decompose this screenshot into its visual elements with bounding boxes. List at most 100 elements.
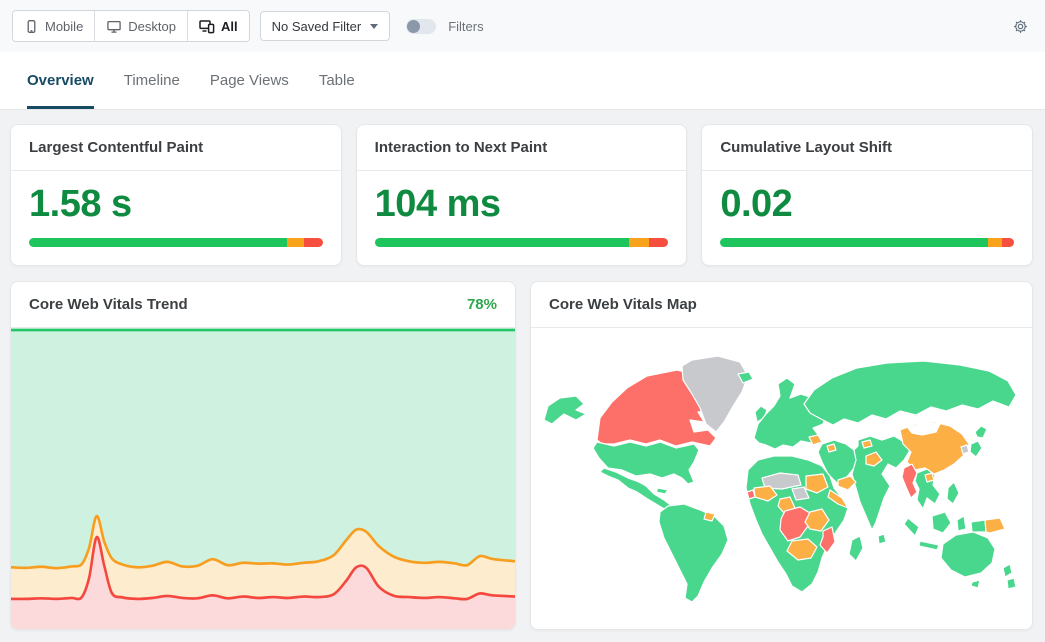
- device-mobile-label: Mobile: [45, 18, 84, 34]
- map-region-myanmar[interactable]: [900, 463, 918, 499]
- map-region-india[interactable]: [850, 435, 911, 531]
- trend-pass-rate: 78%: [466, 295, 497, 313]
- device-all-button[interactable]: All: [188, 11, 249, 41]
- map-region-canada[interactable]: [595, 369, 717, 447]
- bar-good-segment: [29, 237, 287, 247]
- tab-overview[interactable]: Overview: [27, 52, 94, 109]
- device-all-label: All: [221, 18, 238, 34]
- map-region-afghanistan[interactable]: [864, 451, 883, 467]
- map-region-sulawesi[interactable]: [955, 515, 967, 532]
- map-region-zambia-tanzania[interactable]: [803, 508, 830, 532]
- map-region-laos[interactable]: [923, 472, 935, 483]
- trend-stacked-area-chart[interactable]: [11, 327, 515, 629]
- saved-filter-dropdown[interactable]: No Saved Filter: [259, 11, 391, 41]
- map-region-somalia[interactable]: [826, 489, 849, 509]
- map-region-french-guiana[interactable]: [702, 511, 716, 522]
- metric-card-title: Cumulative Layout Shift: [702, 125, 1033, 171]
- tab-timeline[interactable]: Timeline: [124, 52, 180, 109]
- map-region-new-zealand[interactable]: [1005, 577, 1017, 590]
- metric-cards-row: Largest Contentful Paint 1.58 s Interact…: [10, 124, 1034, 266]
- map-region-russia[interactable]: [802, 360, 1017, 426]
- map-region-papua-new-guinea[interactable]: [983, 517, 1006, 534]
- settings-button[interactable]: [1008, 14, 1033, 39]
- map-region-alaska[interactable]: [542, 395, 587, 425]
- map-region-tasmania[interactable]: [969, 579, 981, 589]
- settings-gear-icon: [1012, 18, 1029, 35]
- metric-card: Interaction to Next Paint 104 ms: [355, 124, 688, 266]
- bar-poor-segment: [304, 237, 323, 247]
- device-mobile-button[interactable]: Mobile: [13, 11, 96, 41]
- charts-row: Core Web Vitals Trend 78% Core Web Vital…: [10, 280, 1033, 630]
- map-region-mozambique[interactable]: [818, 526, 836, 554]
- map-region-sumatra[interactable]: [902, 517, 920, 537]
- top-toolbar: Mobile Desktop All: [0, 0, 1045, 52]
- tab-table-label: Table: [318, 72, 355, 89]
- map-region-japan[interactable]: [968, 440, 983, 458]
- overview-content: Largest Contentful Paint 1.58 s Interact…: [0, 110, 1045, 642]
- saved-filter-label: No Saved Filter: [271, 18, 362, 34]
- metric-value: 0.02: [720, 183, 793, 225]
- tab-table[interactable]: Table: [319, 52, 355, 109]
- metric-value: 1.58 s: [29, 183, 132, 225]
- map-region-philippines[interactable]: [945, 481, 960, 505]
- map-region-china[interactable]: [898, 421, 970, 475]
- device-desktop-button[interactable]: Desktop: [95, 11, 188, 41]
- map-region-yemen-oman[interactable]: [836, 475, 857, 491]
- map-region-java[interactable]: [917, 540, 940, 551]
- devices-icon: [199, 18, 215, 34]
- map-region-japan[interactable]: [973, 425, 988, 439]
- mobile-icon: [24, 19, 39, 34]
- bar-needs-improvement-segment: [286, 237, 305, 247]
- filters-toggle[interactable]: [406, 18, 437, 34]
- metric-distribution-bar: [29, 237, 323, 247]
- map-region-greenland[interactable]: [680, 355, 749, 433]
- metric-card: Cumulative Layout Shift 0.02: [701, 124, 1034, 266]
- core-web-vitals-map-card: Core Web Vitals Map: [530, 280, 1033, 630]
- metric-distribution-bar: [720, 237, 1014, 247]
- map-region-west-new-guinea[interactable]: [969, 519, 987, 533]
- map-region-zimbabwe-botswana[interactable]: [785, 538, 818, 561]
- bar-good-segment: [720, 237, 989, 247]
- map-region-uzbekistan[interactable]: [860, 439, 873, 449]
- bar-needs-improvement-segment: [628, 237, 649, 247]
- map-region-new-zealand[interactable]: [1001, 563, 1013, 578]
- desktop-icon: [106, 19, 122, 34]
- map-region-australia[interactable]: [939, 531, 996, 578]
- map-region-syria[interactable]: [825, 443, 837, 453]
- tab-bar: Overview Timeline Page Views Table: [0, 52, 1045, 110]
- toggle-knob: [407, 19, 421, 33]
- map-region-mongolia[interactable]: [906, 422, 941, 436]
- bar-poor-segment: [648, 237, 669, 247]
- metric-distribution-bar: [374, 237, 669, 247]
- map-region-chad[interactable]: [790, 486, 810, 501]
- device-desktop-label: Desktop: [128, 18, 176, 34]
- map-region-guinea[interactable]: [745, 489, 756, 500]
- map-region-south-korea[interactable]: [959, 444, 970, 455]
- world-choropleth-map: [531, 327, 1032, 629]
- metric-value: 104 ms: [374, 183, 501, 225]
- map-region-iceland[interactable]: [736, 371, 754, 384]
- map-region-usa[interactable]: [591, 441, 700, 485]
- map-region-sri-lanka[interactable]: [876, 533, 887, 545]
- map-region-madagascar[interactable]: [847, 535, 864, 562]
- map-region-sudan[interactable]: [804, 473, 829, 494]
- tab-timeline-label: Timeline: [123, 72, 180, 89]
- metric-card-title: Largest Contentful Paint: [11, 125, 341, 171]
- metric-card: Largest Contentful Paint 1.58 s: [10, 124, 342, 266]
- map-region-borneo[interactable]: [930, 511, 952, 534]
- bar-poor-segment: [1001, 237, 1014, 247]
- tab-overview-label: Overview: [27, 72, 94, 89]
- tab-page-views-label: Page Views: [209, 72, 289, 89]
- device-filter-group: Mobile Desktop All: [12, 10, 250, 42]
- core-web-vitals-trend-card: Core Web Vitals Trend 78%: [10, 280, 516, 630]
- filters-toggle-label: Filters: [448, 18, 484, 34]
- tab-page-views[interactable]: Page Views: [210, 52, 289, 109]
- map-region-cuba[interactable]: [654, 487, 669, 495]
- map-region-south-america[interactable]: [657, 503, 729, 603]
- bar-needs-improvement-segment: [988, 237, 1002, 247]
- map-region-drc-angola[interactable]: [778, 506, 811, 542]
- map-region-romania[interactable]: [807, 434, 823, 446]
- chevron-down-icon: [370, 23, 379, 29]
- metric-card-title: Interaction to Next Paint: [356, 125, 687, 171]
